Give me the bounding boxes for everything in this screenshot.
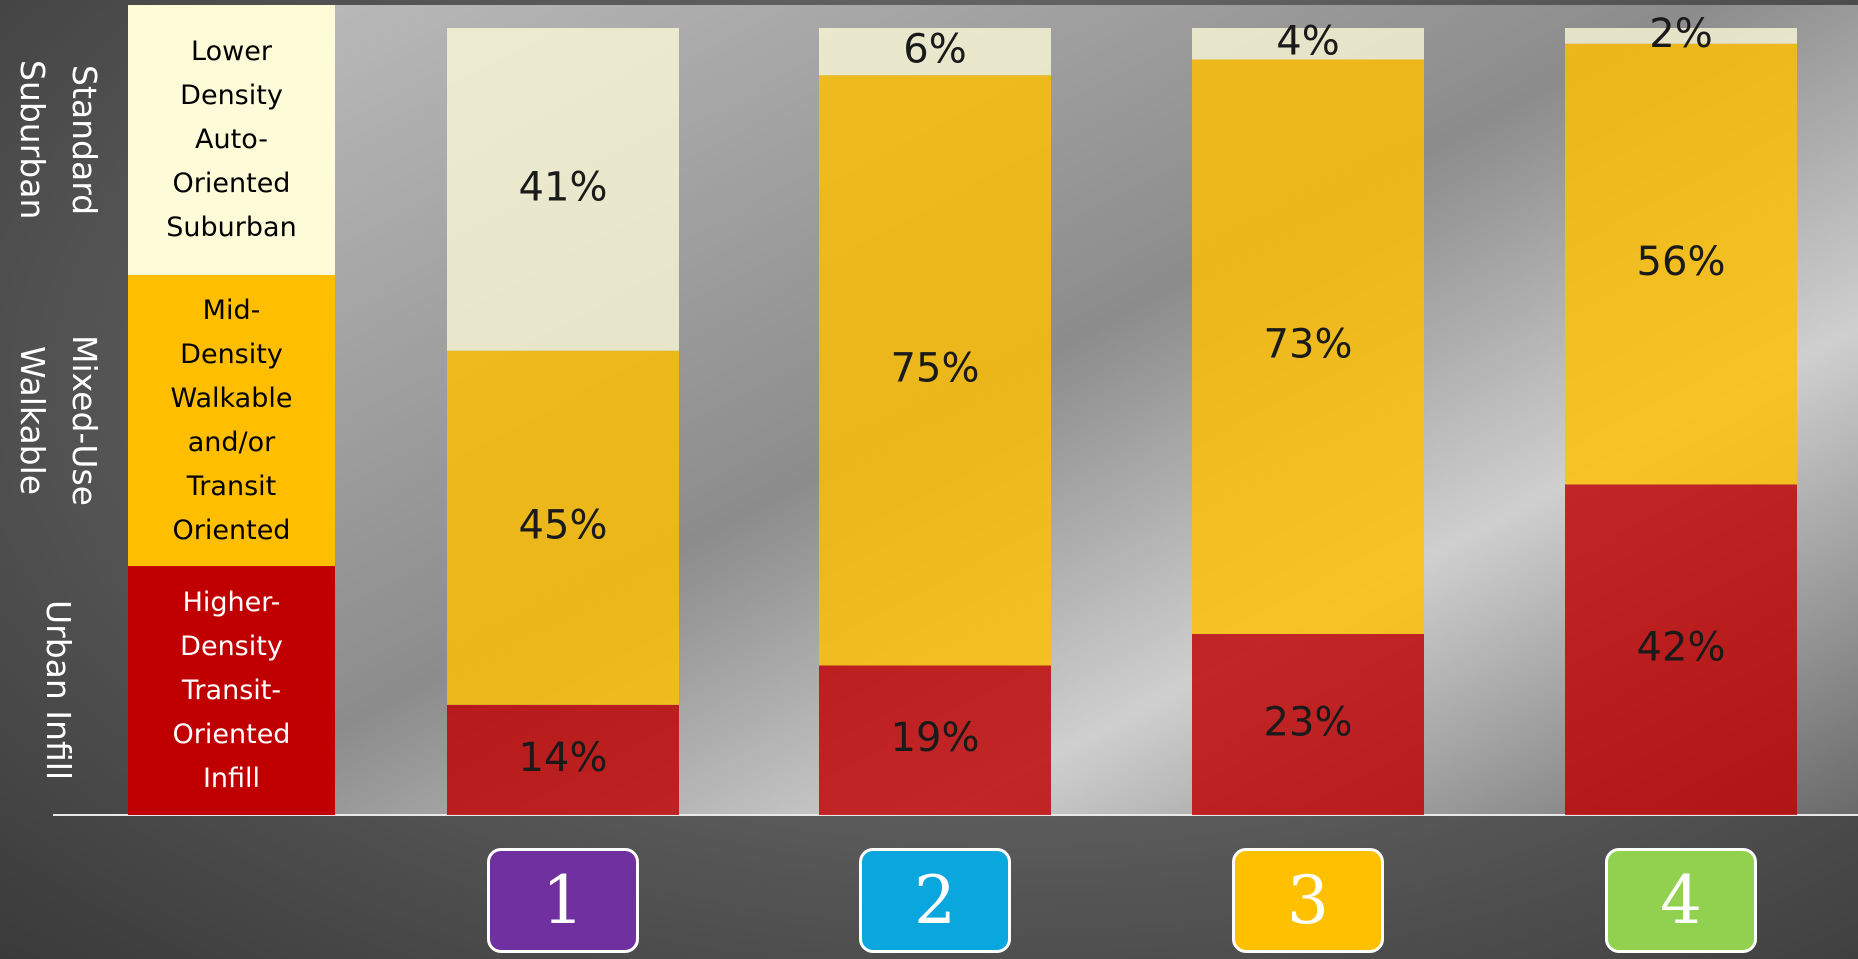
- category-label: 2: [859, 848, 1011, 953]
- slide: 14% 45% 41% 19% 75% 6% 23% 73% 4% 42% 56% 2% 1 2 3 4 Hi…: [0, 0, 1858, 959]
- value-label: 19%: [891, 715, 980, 761]
- legend-entry: Mid-Density Walkable and/or Transit Orie…: [128, 275, 335, 566]
- value-label: 42%: [1637, 625, 1726, 671]
- group-label: Urban Infill: [8, 566, 108, 815]
- legend-text: Higher-Density Transit-Oriented Infill: [163, 581, 301, 801]
- value-label: 45%: [519, 503, 608, 549]
- value-label: 23%: [1264, 699, 1353, 745]
- value-label: 73%: [1264, 322, 1353, 368]
- legend-text: Lower Density Auto-Oriented Suburban: [163, 30, 301, 250]
- legend-entry: Lower Density Auto-Oriented Suburban: [128, 5, 335, 275]
- value-label: 75%: [891, 345, 980, 391]
- value-label: 41%: [519, 164, 608, 210]
- value-label: 56%: [1637, 239, 1726, 285]
- value-label: 6%: [903, 27, 966, 73]
- category-label: 1: [487, 848, 639, 953]
- value-label: 14%: [519, 735, 608, 781]
- legend-text: Mid-Density Walkable and/or Transit Orie…: [163, 289, 301, 553]
- legend-entry: Higher-Density Transit-Oriented Infill: [128, 566, 335, 815]
- group-label: Mixed-Use Walkable: [8, 275, 108, 566]
- category-label: 4: [1605, 848, 1757, 953]
- group-label: Standard Suburban: [8, 5, 108, 275]
- value-label: 2%: [1649, 11, 1712, 57]
- value-label: 4%: [1276, 19, 1339, 65]
- category-label: 3: [1232, 848, 1384, 953]
